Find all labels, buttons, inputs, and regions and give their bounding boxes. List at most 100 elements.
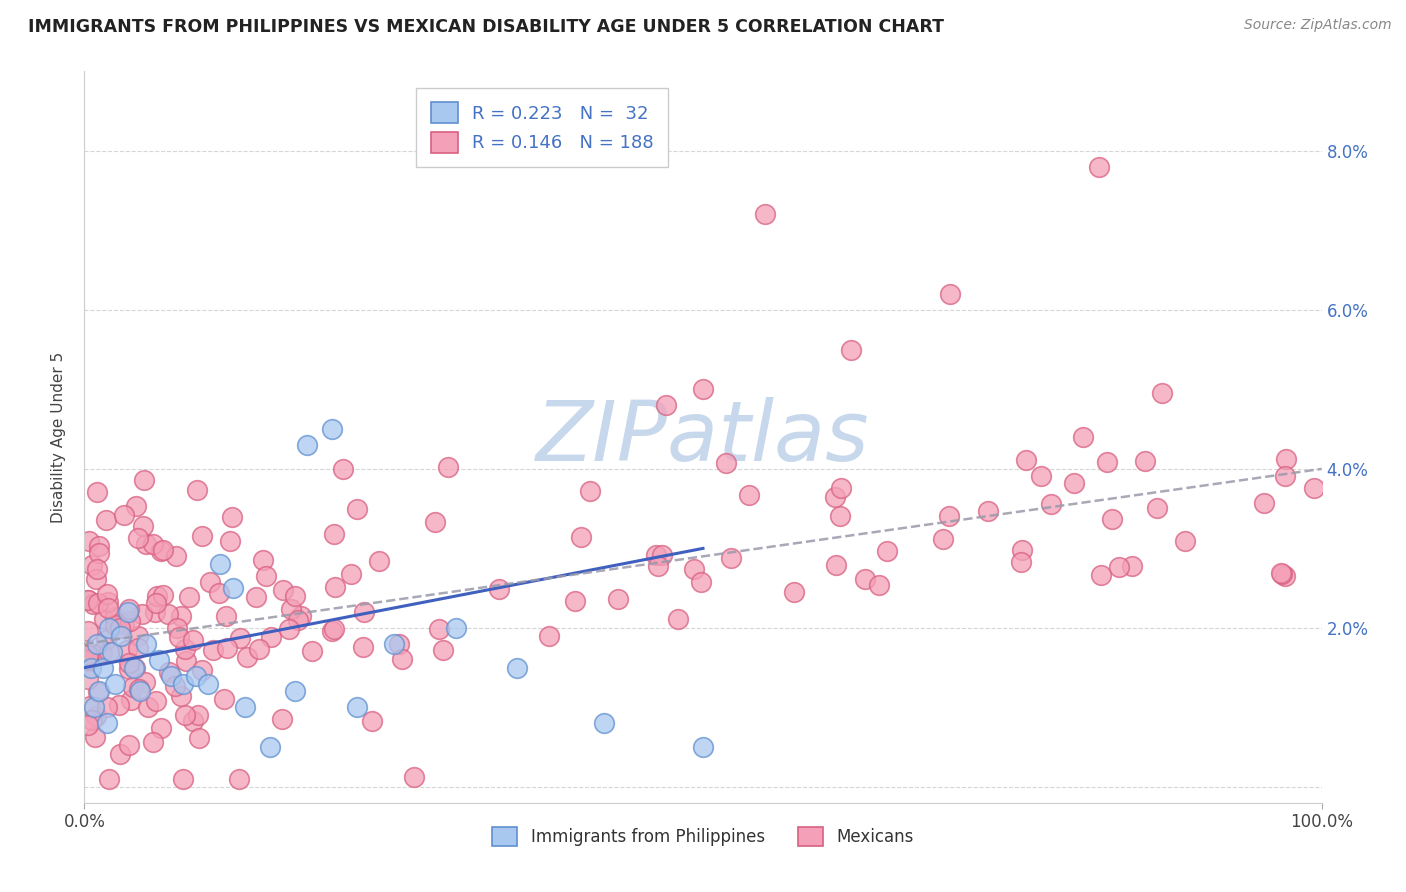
Point — [77, 718, 100, 732]
Point — [143, 605, 166, 619]
Point — [228, 631, 250, 645]
Point — [939, 287, 962, 301]
Point — [301, 643, 323, 657]
Point — [295, 438, 318, 452]
Point — [236, 649, 259, 664]
Point — [79, 660, 101, 674]
Point — [221, 509, 243, 524]
Point — [131, 607, 153, 621]
Point — [1150, 386, 1173, 401]
Point — [104, 618, 127, 632]
Point — [228, 772, 250, 786]
Point — [77, 593, 100, 607]
Point — [853, 572, 876, 586]
Point — [89, 684, 111, 698]
Point — [172, 676, 194, 690]
Text: IMMIGRANTS FROM PHILIPPINES VS MEXICAN DISABILITY AGE UNDER 5 CORRELATION CHART: IMMIGRANTS FROM PHILIPPINES VS MEXICAN D… — [28, 18, 943, 36]
Point — [145, 693, 167, 707]
Point — [215, 609, 238, 624]
Point — [278, 623, 301, 637]
Point — [1174, 533, 1197, 548]
Point — [444, 621, 467, 635]
Point — [1274, 469, 1296, 483]
Point — [166, 621, 188, 635]
Point — [332, 462, 354, 476]
Point — [340, 567, 363, 582]
Point — [321, 422, 343, 436]
Point — [271, 582, 294, 597]
Point — [136, 700, 159, 714]
Point — [174, 642, 197, 657]
Point — [89, 546, 111, 560]
Point — [321, 624, 343, 639]
Point — [284, 684, 307, 698]
Point — [783, 585, 806, 599]
Text: Source: ZipAtlas.com: Source: ZipAtlas.com — [1244, 18, 1392, 32]
Point — [368, 554, 391, 568]
Point — [825, 558, 848, 572]
Point — [127, 629, 149, 643]
Point — [89, 540, 111, 554]
Point — [86, 484, 108, 499]
Point — [77, 672, 100, 686]
Point — [77, 652, 100, 666]
Point — [152, 588, 174, 602]
Point — [120, 692, 142, 706]
Point — [606, 591, 628, 606]
Point — [564, 594, 586, 608]
Point — [1073, 430, 1095, 444]
Point — [215, 641, 238, 656]
Point — [714, 456, 737, 470]
Point — [868, 578, 890, 592]
Point — [163, 679, 186, 693]
Point — [1253, 496, 1275, 510]
Point — [1270, 566, 1292, 580]
Point — [260, 630, 283, 644]
Point — [1121, 559, 1143, 574]
Point — [149, 721, 172, 735]
Point — [173, 707, 195, 722]
Point — [86, 561, 108, 575]
Point — [84, 709, 107, 723]
Point — [1029, 469, 1052, 483]
Point — [112, 508, 135, 523]
Point — [212, 691, 235, 706]
Point — [142, 735, 165, 749]
Point — [651, 548, 673, 562]
Point — [283, 589, 305, 603]
Point — [84, 572, 107, 586]
Point — [170, 608, 193, 623]
Point — [222, 581, 245, 595]
Point — [209, 558, 232, 572]
Point — [876, 543, 898, 558]
Point — [290, 608, 312, 623]
Point — [149, 544, 172, 558]
Point — [181, 632, 204, 647]
Point — [353, 606, 375, 620]
Point — [77, 624, 100, 638]
Point — [323, 527, 346, 541]
Point — [97, 595, 120, 609]
Point — [77, 534, 100, 549]
Point — [91, 644, 114, 658]
Point — [167, 630, 190, 644]
Y-axis label: Disability Age Under 5: Disability Age Under 5 — [51, 351, 66, 523]
Point — [187, 731, 209, 745]
Point — [104, 676, 127, 690]
Point — [388, 637, 411, 651]
Point — [146, 589, 169, 603]
Point — [80, 713, 103, 727]
Point — [77, 654, 100, 668]
Legend: Immigrants from Philippines, Mexicans: Immigrants from Philippines, Mexicans — [485, 821, 921, 853]
Point — [94, 513, 117, 527]
Point — [830, 482, 852, 496]
Point — [128, 681, 150, 696]
Point — [322, 622, 344, 636]
Point — [824, 491, 846, 505]
Point — [202, 643, 225, 657]
Point — [124, 661, 146, 675]
Point — [112, 617, 135, 632]
Point — [1040, 497, 1063, 511]
Point — [108, 621, 131, 635]
Point — [187, 707, 209, 722]
